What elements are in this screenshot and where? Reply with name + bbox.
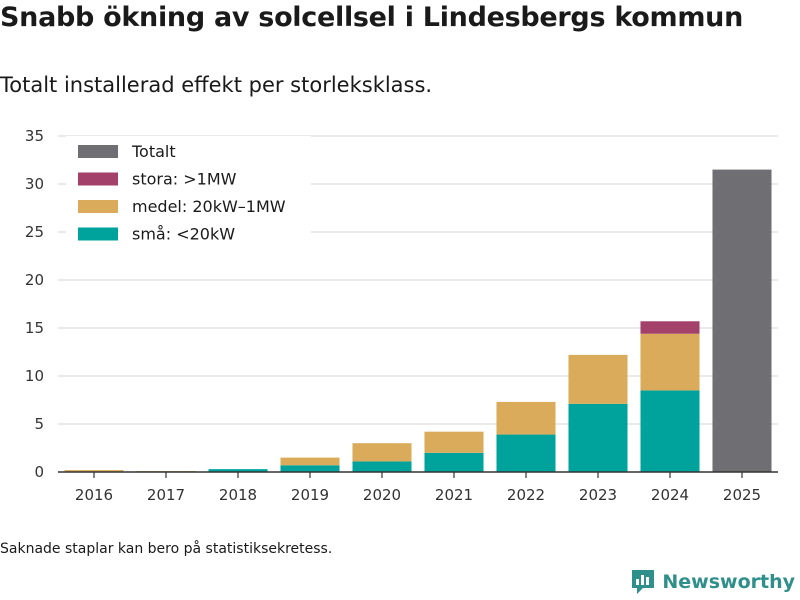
- x-tick-label: 2023: [579, 486, 617, 504]
- brand-name: Newsworthy: [662, 571, 795, 593]
- y-tick-label: 20: [25, 271, 44, 289]
- bar-segment: [568, 354, 628, 404]
- bar-segment: [352, 443, 412, 462]
- chart-title: Snabb ökning av solcellsel i Lindesbergs…: [0, 2, 744, 33]
- legend-swatch: [78, 227, 118, 241]
- bar-segment: [280, 465, 340, 472]
- x-tick-label: 2021: [435, 486, 473, 504]
- y-tick-label: 30: [25, 175, 44, 193]
- brand-logo: Newsworthy: [630, 568, 795, 596]
- x-tick-label: 2017: [147, 486, 185, 504]
- bar-segment: [568, 403, 628, 472]
- bar-segment: [64, 470, 124, 472]
- bar-segment: [424, 452, 484, 472]
- bar-segment: [496, 434, 556, 472]
- bar-segment: [208, 469, 268, 472]
- y-tick-label: 0: [34, 463, 44, 481]
- bar-segment: [424, 431, 484, 453]
- chart-subtitle: Totalt installerad effekt per storlekskl…: [0, 73, 433, 97]
- bar-segment: [640, 321, 700, 334]
- legend-swatch: [78, 172, 118, 186]
- x-tick-label: 2016: [75, 486, 113, 504]
- x-tick-label: 2024: [651, 486, 689, 504]
- bar-segment: [712, 169, 772, 472]
- legend-label: små: <20kW: [132, 225, 235, 244]
- y-tick-label: 25: [25, 223, 44, 241]
- legend-label: stora: >1MW: [132, 170, 237, 189]
- legend-label: Totalt: [131, 142, 176, 161]
- legend-swatch: [78, 145, 118, 158]
- bar-segment: [496, 401, 556, 435]
- newsworthy-logo-icon: [632, 570, 655, 594]
- x-tick-label: 2020: [363, 486, 401, 504]
- bar-segment: [280, 457, 340, 466]
- y-tick-label: 35: [25, 127, 44, 145]
- legend-swatch: [78, 200, 118, 213]
- bars: [64, 169, 772, 473]
- legend: Totalt stora: >1MW medel: 20kW–1MW små: <20…: [66, 136, 311, 252]
- y-tick-label: 15: [25, 319, 44, 337]
- footnote: Saknade staplar kan bero på statistiksek…: [0, 541, 333, 557]
- x-tick-label: 2019: [291, 486, 329, 504]
- bar-segment: [640, 333, 700, 391]
- y-tick-label: 5: [34, 415, 44, 433]
- x-tick-label: 2025: [723, 486, 761, 504]
- x-tick-label: 2022: [507, 486, 545, 504]
- legend-label: medel: 20kW–1MW: [132, 197, 286, 216]
- x-tick-label: 2018: [219, 486, 257, 504]
- bar-segment: [352, 461, 412, 472]
- y-tick-label: 10: [25, 367, 44, 385]
- bar-segment: [640, 390, 700, 472]
